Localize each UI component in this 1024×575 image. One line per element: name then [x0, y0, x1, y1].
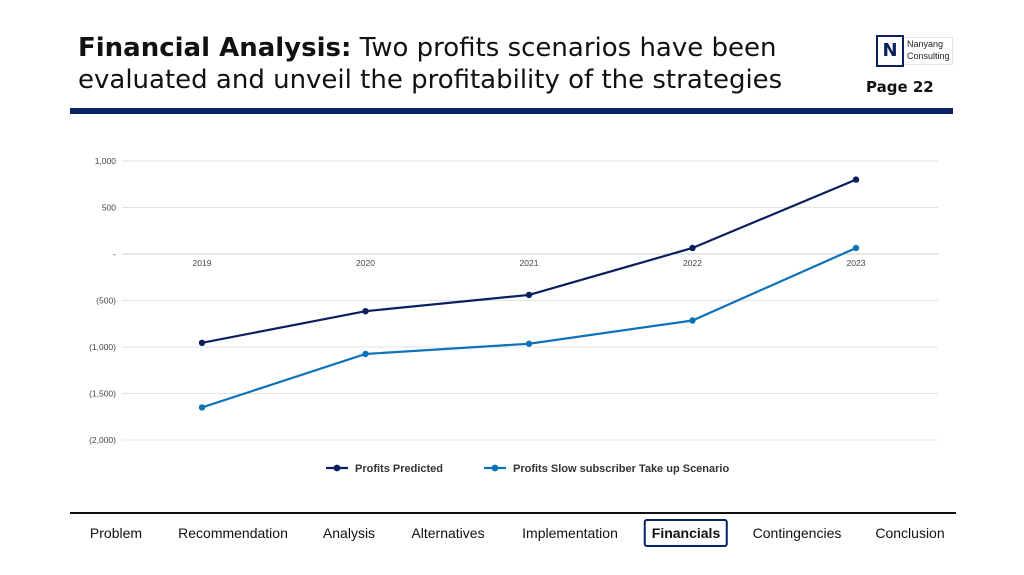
nav-tab-alternatives[interactable]: Alternatives: [411, 525, 485, 541]
page-number: Page 22: [866, 78, 934, 96]
y-tick-label: 1,000: [95, 156, 117, 166]
x-tick-label: 2021: [520, 258, 539, 268]
logo-mark: N: [876, 35, 904, 67]
page-title: Financial Analysis: Two profits scenario…: [78, 32, 838, 96]
x-tick-label: 2019: [193, 258, 212, 268]
data-point-2: [525, 340, 533, 347]
nav-divider: [70, 512, 956, 514]
nav-tab-implementation[interactable]: Implementation: [522, 525, 618, 541]
x-tick-label: 2020: [356, 258, 375, 268]
legend-label: Profits Slow subscriber Take up Scenario: [513, 463, 729, 475]
nav-tab-conclusion[interactable]: Conclusion: [875, 525, 945, 541]
nav-tab-problem[interactable]: Problem: [89, 525, 143, 541]
nav-tab-contingencies[interactable]: Contingencies: [752, 525, 842, 541]
y-tick-label: 500: [102, 203, 116, 213]
logo-line-1: Nanyang: [907, 39, 944, 49]
section-navigation: Problem Recommendation Analysis Alternative…: [70, 519, 956, 547]
x-tick-label: 2022: [683, 258, 702, 268]
logo-line-2: Consulting: [907, 51, 950, 61]
data-point-2: [198, 404, 206, 411]
legend-label: Profits Predicted: [355, 463, 443, 475]
data-point-1: [198, 339, 206, 347]
y-tick-label: -: [113, 249, 116, 259]
legend-swatch-marker: [333, 464, 341, 472]
nav-tab-recommendation[interactable]: Recommendation: [178, 525, 288, 541]
nav-tab-analysis[interactable]: Analysis: [322, 525, 376, 541]
data-point-2: [362, 350, 369, 358]
x-tick-label: 2023: [847, 258, 866, 268]
y-tick-label: (2,000): [89, 435, 116, 445]
data-point-1: [852, 176, 860, 183]
y-tick-label: (1,500): [89, 389, 116, 399]
page-title-bold: Financial Analysis:: [78, 33, 352, 63]
legend-swatch-marker: [491, 464, 499, 472]
nav-tab-financials[interactable]: Financials: [643, 519, 729, 547]
data-point-2: [852, 244, 860, 252]
y-tick-label: (500): [96, 296, 116, 306]
series-line-2: [201, 246, 857, 409]
data-point-2: [689, 317, 696, 324]
data-point-1: [362, 307, 369, 315]
y-tick-label: (1,000): [89, 342, 116, 352]
data-point-1: [689, 244, 696, 252]
data-point-1: [525, 291, 533, 299]
logo-text: Nanyang Consulting: [904, 37, 953, 65]
page-title-rest: Two profits scenarios have been evaluate…: [78, 33, 783, 95]
header-divider: [70, 108, 953, 114]
